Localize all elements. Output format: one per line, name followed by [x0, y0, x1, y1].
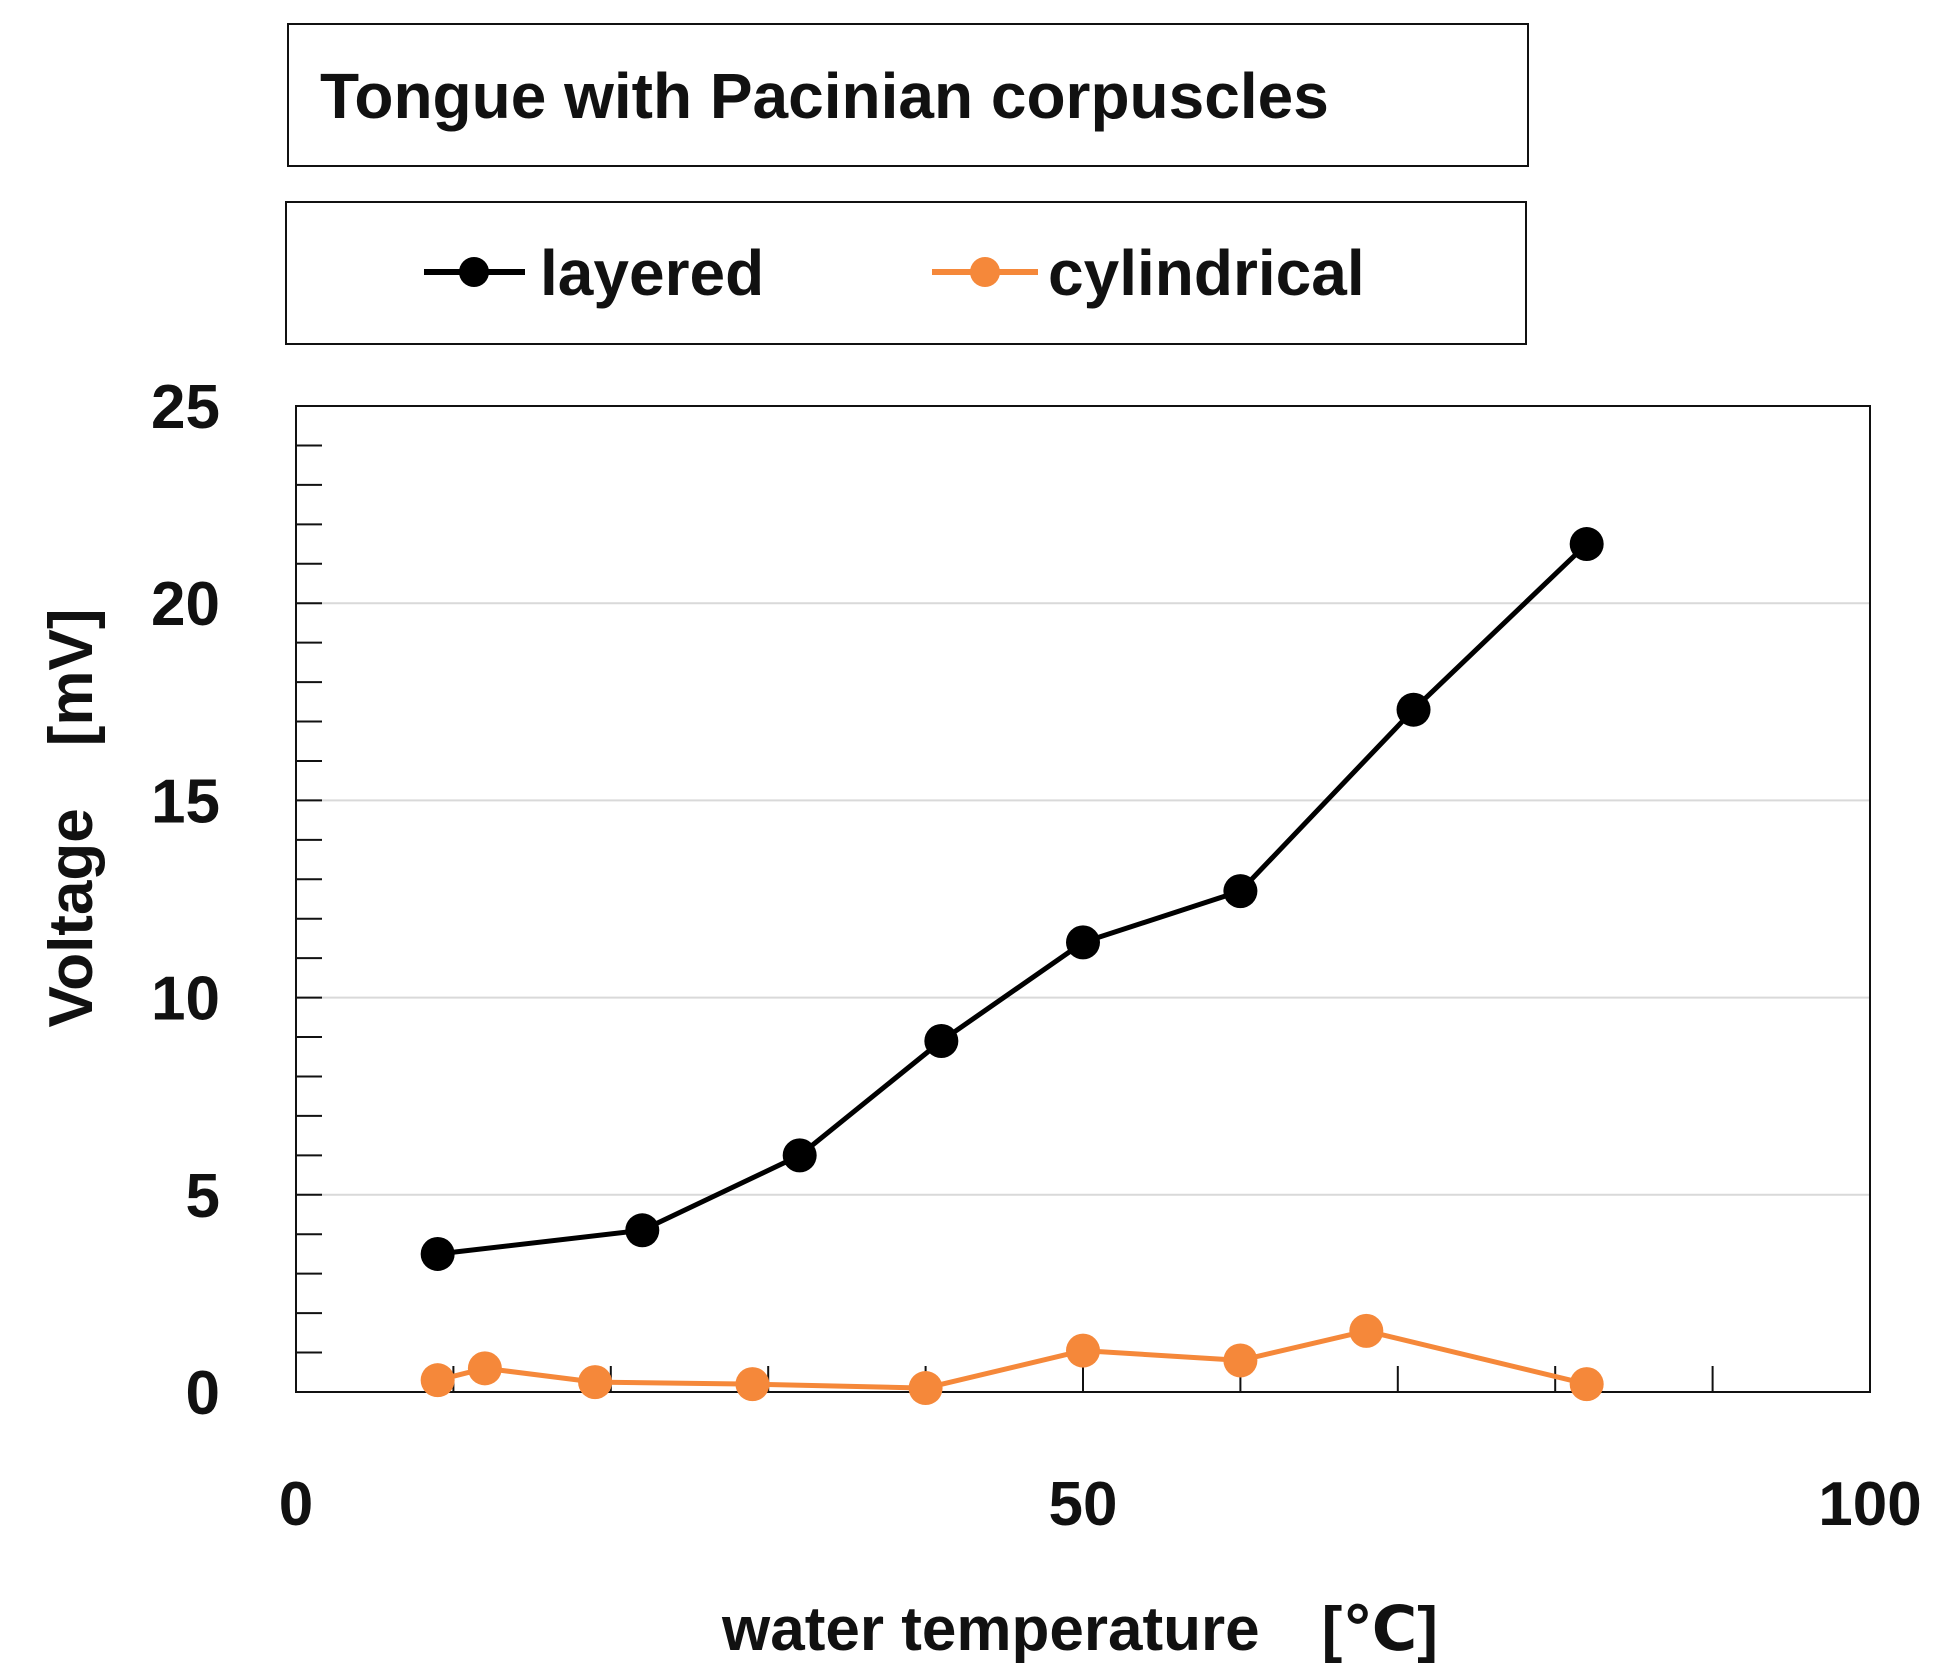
- data-point-layered-0: [420, 1236, 455, 1271]
- data-point-layered-5: [1223, 874, 1258, 909]
- y-tick-label-25: 25: [151, 373, 220, 442]
- y-tick-label-15: 15: [151, 767, 220, 836]
- data-point-cylindrical-2: [578, 1365, 613, 1400]
- y-tick-label-5: 5: [186, 1162, 220, 1231]
- series-line-layered: [437, 542, 1589, 1257]
- data-point-layered-1: [625, 1213, 660, 1248]
- legend-marker-layered: [459, 257, 489, 287]
- x-tick-label-50: 50: [1049, 1470, 1118, 1539]
- grid-lines: [296, 602, 1870, 1196]
- legend-entry-layered: layered: [424, 237, 764, 309]
- data-point-cylindrical-1: [467, 1351, 502, 1386]
- y-axis-label: Voltage [mV]: [37, 608, 106, 1027]
- axis-minor-ticks: [296, 405, 1714, 1393]
- y-axis-tick-labels: 0 5 10 15 20 25: [151, 373, 220, 1428]
- data-point-layered-7: [1569, 527, 1604, 562]
- title-box: Tongue with Pacinian corpuscles: [287, 23, 1529, 167]
- data-point-layered-4: [1066, 925, 1100, 960]
- data-point-cylindrical-8: [1569, 1367, 1604, 1402]
- legend-entry-cylindrical: cylindrical: [932, 237, 1365, 309]
- y-tick-label-20: 20: [151, 570, 220, 639]
- data-point-cylindrical-3: [735, 1367, 770, 1402]
- data-point-cylindrical-4: [908, 1371, 943, 1406]
- data-point-layered-2: [782, 1138, 817, 1173]
- data-point-cylindrical-0: [420, 1363, 455, 1398]
- x-tick-label-100: 100: [1818, 1470, 1921, 1539]
- x-axis-tick-labels: 0 50 100: [279, 1470, 1922, 1539]
- legend-label-layered: layered: [540, 237, 764, 309]
- legend-marker-cylindrical: [970, 257, 1000, 287]
- chart-title: Tongue with Pacinian corpuscles: [320, 60, 1329, 132]
- legend: layered cylindrical: [285, 201, 1527, 345]
- data-point-cylindrical-7: [1349, 1313, 1384, 1348]
- data-point-cylindrical-6: [1223, 1343, 1258, 1378]
- series-layer: [420, 527, 1604, 1406]
- data-point-cylindrical-5: [1066, 1333, 1100, 1368]
- data-point-layered-3: [924, 1023, 959, 1058]
- data-point-layered-6: [1396, 692, 1431, 727]
- y-tick-label-0: 0: [186, 1359, 220, 1428]
- x-tick-label-0: 0: [279, 1470, 313, 1539]
- y-tick-label-10: 10: [151, 965, 220, 1034]
- legend-label-cylindrical: cylindrical: [1048, 237, 1365, 309]
- x-axis-label: water temperature [℃]: [721, 1595, 1438, 1664]
